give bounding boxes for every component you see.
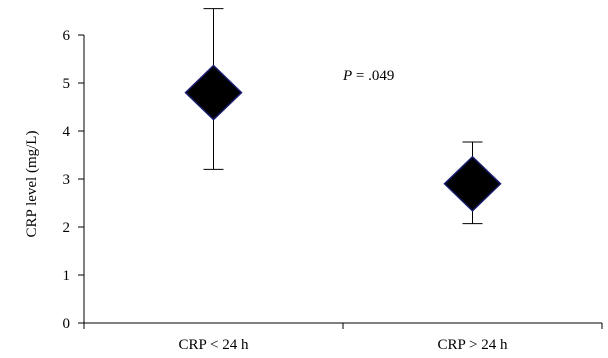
data-markers <box>184 64 502 212</box>
x-category-label: CRP > 24 h <box>437 337 508 353</box>
diamond-marker <box>184 64 243 121</box>
y-tick-label: 3 <box>63 172 71 188</box>
y-tick-label: 5 <box>63 76 71 92</box>
y-ticks: 0 1 2 3 4 5 6 <box>63 28 84 332</box>
p-value-text: = .049 <box>352 68 394 84</box>
y-tick-label: 2 <box>63 220 71 236</box>
diamond-marker <box>443 155 502 212</box>
y-axis-title: CRP level (mg/L) <box>24 131 40 238</box>
x-category-label: CRP < 24 h <box>178 337 249 353</box>
y-tick-label: 0 <box>63 316 71 332</box>
error-bars <box>203 8 483 225</box>
y-tick-label: 4 <box>63 124 71 140</box>
y-tick-label: 1 <box>63 268 71 284</box>
x-ticks: CRP < 24 h CRP > 24 h <box>83 323 603 353</box>
y-tick-label: 6 <box>63 28 71 44</box>
p-value-annotation: P = .049 <box>342 68 394 84</box>
p-symbol: P <box>342 68 352 84</box>
